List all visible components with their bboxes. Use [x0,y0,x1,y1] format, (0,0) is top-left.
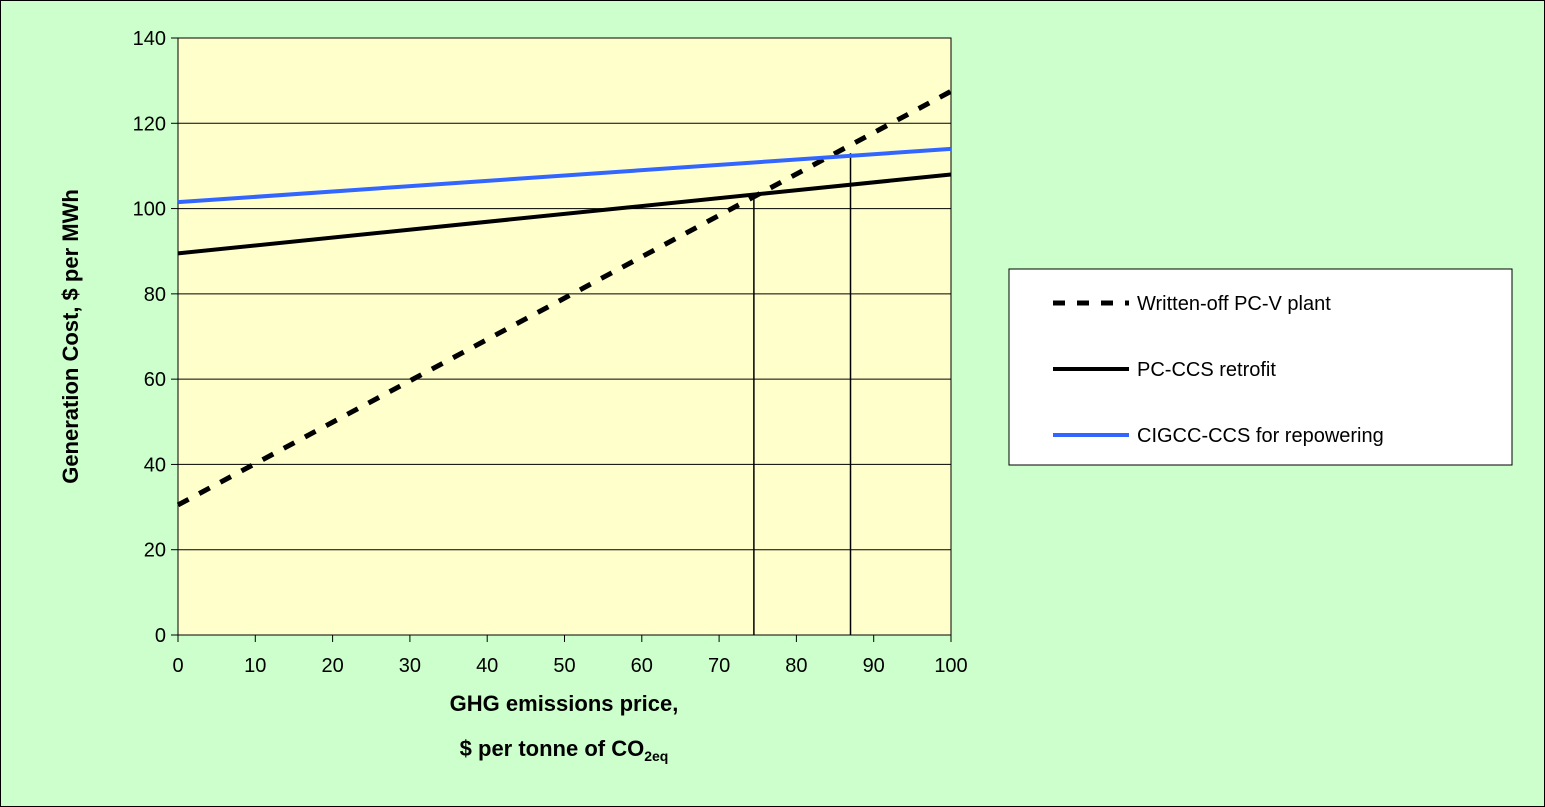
legend-items: Written-off PC-V plant PC-CCS retrofit CIG… [1053,293,1384,447]
y-tick-label-100: 100 [133,199,166,221]
x-tick-label-90: 90 [863,655,885,677]
y-axis-title: Generation Cost, $ per MWh [58,189,83,484]
series-line-1 [176,89,953,508]
y-tick-label-140: 140 [133,28,166,50]
legend-label-1: Written-off PC-V plant [1137,293,1331,315]
x-tick-label-0: 0 [172,655,183,677]
series-line-3 [177,146,952,205]
x-tick-label-20: 20 [321,655,343,677]
y-tick-label-0: 0 [155,625,166,647]
x-axis-title-line2: $ per tonne of CO2eq [460,736,669,764]
series-lines [176,89,953,508]
y-tick-label-80: 80 [144,284,166,306]
y-tick-label-40: 40 [144,454,166,476]
plot-area [177,37,952,636]
crossover-markers [753,153,852,635]
series-line-2 [177,172,952,256]
x-tick-label-100: 100 [934,655,967,677]
x-axis-title-subscript: 2eq [644,748,668,764]
y-axis-ticks: 0 20 40 60 80 100 120 140 [133,28,178,647]
y-tick-label-60: 60 [144,369,166,391]
x-axis-title: GHG emissions price, [450,691,679,716]
x-tick-label-30: 30 [399,655,421,677]
x-tick-label-50: 50 [553,655,575,677]
legend-label-2: PC-CCS retrofit [1137,359,1276,381]
legend-label-3: CIGCC-CCS for repowering [1137,425,1384,447]
x-tick-label-10: 10 [244,655,266,677]
y-tick-label-120: 120 [133,113,166,135]
x-tick-label-70: 70 [708,655,730,677]
x-tick-label-60: 60 [631,655,653,677]
x-axis-ticks: 0 10 20 30 40 50 60 70 80 90 100 [172,635,968,677]
gridlines [178,122,951,551]
y-tick-label-20: 20 [144,540,166,562]
legend: Written-off PC-V plant PC-CCS retrofit CIG… [1008,268,1513,466]
x-tick-label-80: 80 [785,655,807,677]
x-tick-label-40: 40 [476,655,498,677]
x-axis-title-unit: $ per tonne of CO [460,736,645,761]
